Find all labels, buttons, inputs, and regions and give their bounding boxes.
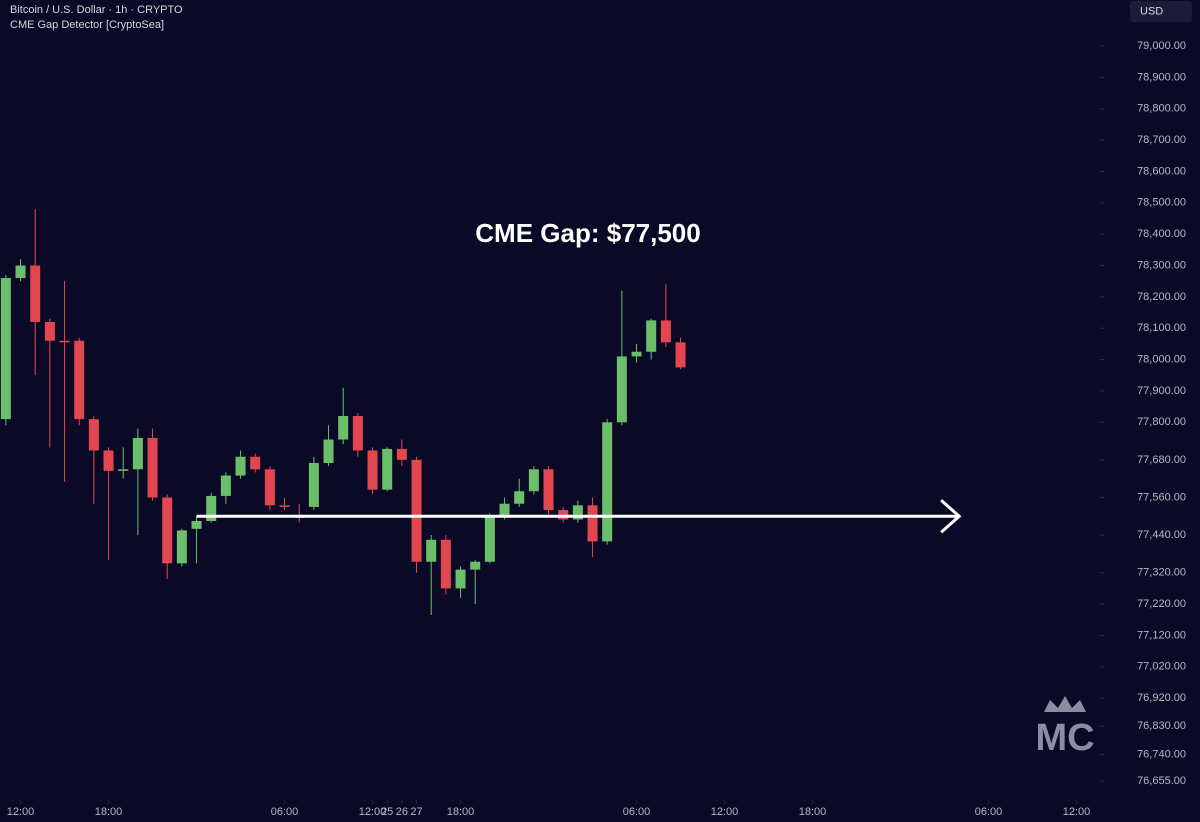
candle-body — [103, 450, 114, 471]
candle-body — [514, 491, 525, 504]
candle-body — [396, 448, 407, 460]
y-tick-label: 78,700.00 — [1137, 134, 1186, 146]
candle-body — [528, 469, 539, 492]
x-tick-label: 12:00 — [359, 806, 387, 818]
y-tick-label: 78,400.00 — [1137, 228, 1186, 240]
y-tick-label: 77,440.00 — [1137, 529, 1186, 541]
y-tick-label: 77,020.00 — [1137, 661, 1186, 673]
candle-body — [484, 516, 495, 562]
y-tick-label: 78,100.00 — [1137, 322, 1186, 334]
candle-body — [132, 437, 143, 470]
y-tick-label: 77,680.00 — [1137, 454, 1186, 466]
candle-body — [455, 569, 466, 589]
candle-body — [587, 505, 598, 542]
x-tick-label: 26 — [396, 806, 408, 818]
chart-title: Bitcoin / U.S. Dollar · 1h · CRYPTO — [10, 4, 183, 16]
gap-annotation: CME Gap: $77,500 — [475, 218, 700, 248]
candle-body — [30, 265, 41, 322]
x-tick-label: 18:00 — [95, 806, 123, 818]
x-tick-label: 25 — [381, 806, 393, 818]
y-tick-label: 76,655.00 — [1137, 775, 1186, 787]
candle-body — [616, 356, 627, 423]
candle-body — [74, 340, 85, 420]
candle-body — [118, 469, 129, 471]
y-tick-label: 78,900.00 — [1137, 71, 1186, 83]
candle-body — [572, 505, 583, 520]
candle-body — [279, 505, 290, 507]
y-tick-label: 78,300.00 — [1137, 259, 1186, 271]
y-tick-label: 77,900.00 — [1137, 385, 1186, 397]
candle-body — [426, 539, 437, 562]
candle-body — [147, 437, 158, 498]
currency-label[interactable]: USD — [1140, 5, 1163, 17]
y-tick-label: 78,200.00 — [1137, 291, 1186, 303]
x-tick-label: 27 — [410, 806, 422, 818]
candle-body — [191, 521, 202, 529]
candle-body — [352, 415, 363, 451]
candle-body — [323, 439, 334, 464]
y-tick-label: 76,740.00 — [1137, 748, 1186, 760]
y-tick-label: 77,120.00 — [1137, 629, 1186, 641]
candle-body — [250, 456, 261, 470]
candle-body — [558, 510, 569, 520]
indicator-name: CME Gap Detector [CryptoSea] — [10, 19, 164, 31]
candle-body — [660, 320, 671, 343]
candle-body — [59, 340, 70, 343]
y-tick-label: 77,320.00 — [1137, 567, 1186, 579]
candle-body — [440, 539, 451, 589]
candle-body — [264, 469, 275, 506]
y-tick-label: 78,800.00 — [1137, 103, 1186, 115]
candle-body — [411, 459, 422, 562]
candle-body — [235, 456, 246, 476]
watermark: MC — [1035, 717, 1094, 759]
candle-body — [44, 321, 55, 341]
x-tick-label: 18:00 — [447, 806, 475, 818]
candle-body — [367, 450, 378, 490]
candle-body — [382, 448, 393, 490]
gap-arrowhead — [940, 499, 962, 534]
x-tick-label: 12:00 — [711, 806, 739, 818]
candle-body — [15, 265, 26, 279]
x-tick-label: 12:00 — [1063, 806, 1091, 818]
candle-body — [220, 475, 231, 496]
y-tick-label: 76,920.00 — [1137, 692, 1186, 704]
candle-body — [602, 422, 613, 542]
y-tick-label: 77,800.00 — [1137, 416, 1186, 428]
candle-body — [338, 415, 349, 440]
x-tick-label: 06:00 — [271, 806, 299, 818]
y-tick-label: 78,500.00 — [1137, 197, 1186, 209]
candle-body — [206, 495, 217, 522]
x-tick-label: 12:00 — [7, 806, 35, 818]
x-tick-label: 06:00 — [623, 806, 651, 818]
y-tick-label: 79,000.00 — [1137, 40, 1186, 52]
watermark-crown — [1044, 696, 1086, 712]
candle-body — [162, 497, 173, 564]
candle-body — [499, 503, 510, 517]
y-tick-label: 78,000.00 — [1137, 353, 1186, 365]
candle-body — [675, 342, 686, 368]
candle-body — [470, 561, 481, 570]
candle-body — [646, 320, 657, 352]
currency-button[interactable] — [1130, 1, 1192, 22]
y-tick-label: 77,560.00 — [1137, 491, 1186, 503]
x-tick-label: 06:00 — [975, 806, 1003, 818]
candle-body — [176, 530, 187, 564]
y-tick-label: 77,220.00 — [1137, 598, 1186, 610]
x-tick-label: 18:00 — [799, 806, 827, 818]
candle-body — [543, 469, 554, 511]
y-tick-label: 78,600.00 — [1137, 165, 1186, 177]
candle-body — [308, 463, 319, 507]
candle-body — [631, 351, 642, 357]
candle-body — [88, 419, 99, 451]
candle-body — [0, 278, 11, 420]
y-tick-label: 76,830.00 — [1137, 720, 1186, 732]
